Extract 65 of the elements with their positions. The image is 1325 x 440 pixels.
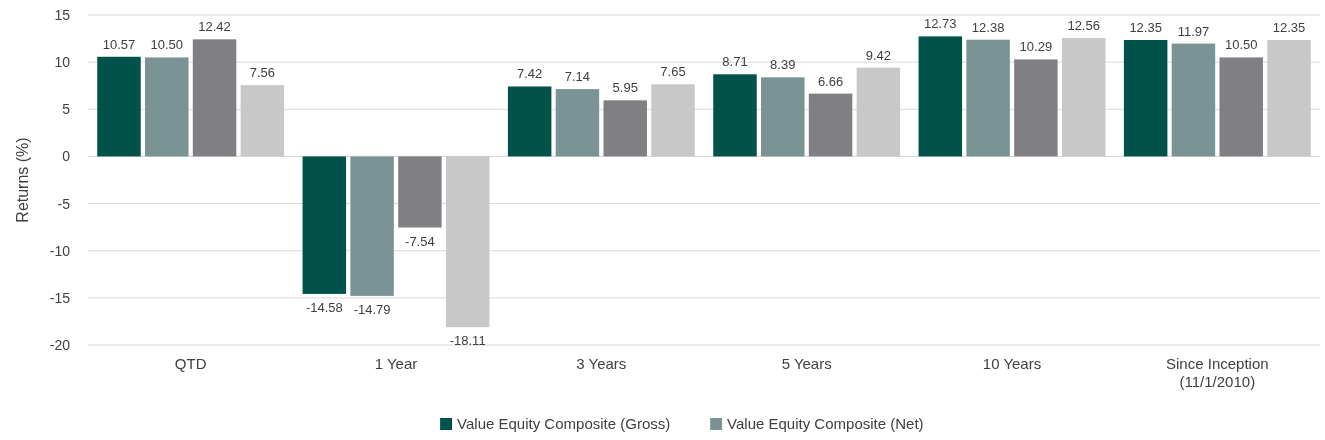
y-tick-label: 15 — [54, 7, 71, 23]
bar — [555, 89, 600, 157]
x-tick-label: QTD — [174, 355, 207, 372]
data-label: 12.35 — [1272, 19, 1306, 35]
bar — [713, 74, 757, 157]
x-tick-label: 10 Years — [982, 355, 1042, 372]
data-label: 10.29 — [1019, 39, 1053, 55]
data-label: -7.54 — [405, 233, 435, 249]
data-label: 9.42 — [865, 47, 892, 63]
bar — [97, 56, 141, 157]
data-label: 11.97 — [1177, 23, 1210, 39]
data-label: 7.56 — [249, 65, 276, 81]
bar — [1123, 39, 1168, 157]
legend-label: Value Equity Composite (Gross) — [457, 415, 671, 432]
y-tick-label: -10 — [49, 242, 71, 259]
data-label: 12.35 — [1129, 19, 1162, 35]
bar — [445, 156, 490, 328]
bar — [966, 39, 1010, 157]
bar — [145, 57, 189, 157]
data-label: 7.65 — [660, 64, 686, 80]
data-label: 10.57 — [102, 36, 136, 52]
data-label: 7.42 — [516, 66, 543, 82]
bar — [350, 156, 394, 296]
data-label: 10.50 — [1224, 37, 1258, 53]
data-label: 12.73 — [924, 16, 957, 32]
y-tick-label: -20 — [49, 337, 71, 353]
x-tick-label: 5 Years — [781, 355, 832, 372]
x-tick-label: Since Inception (11/1/2010) — [1166, 355, 1269, 390]
data-label: 10.50 — [150, 37, 184, 53]
y-tick-label: 5 — [62, 101, 71, 118]
bar — [603, 100, 647, 157]
legend-label: Value Equity Composite (Net) — [727, 415, 924, 432]
data-label: 7.14 — [564, 69, 591, 85]
x-tick-label: 3 Years — [576, 355, 627, 372]
data-label: 12.42 — [198, 19, 231, 35]
y-axis-title: Returns (%) — [14, 137, 31, 223]
bar — [651, 84, 695, 157]
bar — [1014, 59, 1058, 157]
data-label: 8.71 — [722, 54, 748, 70]
y-tick-label: 10 — [54, 54, 71, 71]
data-label: -14.79 — [353, 301, 391, 317]
data-label: 8.39 — [770, 57, 796, 73]
y-tick-label: -5 — [57, 195, 71, 212]
bar — [302, 156, 347, 294]
bar — [856, 67, 901, 157]
bar — [240, 85, 285, 157]
data-label: 5.95 — [612, 80, 638, 96]
y-tick-label: 0 — [62, 148, 71, 165]
bar — [507, 86, 552, 157]
bar — [192, 39, 237, 157]
bar — [761, 77, 805, 157]
bar — [1061, 38, 1106, 157]
bar — [918, 36, 963, 157]
x-tick-label: 1 Year — [374, 355, 418, 372]
bar — [1171, 43, 1216, 157]
y-tick-label: -15 — [49, 289, 71, 306]
data-label: 12.56 — [1067, 18, 1100, 34]
bar — [1267, 39, 1311, 157]
bar — [1219, 57, 1263, 157]
bar — [808, 93, 853, 157]
data-label: -14.58 — [305, 299, 343, 315]
data-label: 12.38 — [971, 19, 1005, 35]
data-label: 6.66 — [817, 73, 844, 89]
bar — [398, 156, 442, 228]
data-label: -18.11 — [449, 333, 486, 349]
